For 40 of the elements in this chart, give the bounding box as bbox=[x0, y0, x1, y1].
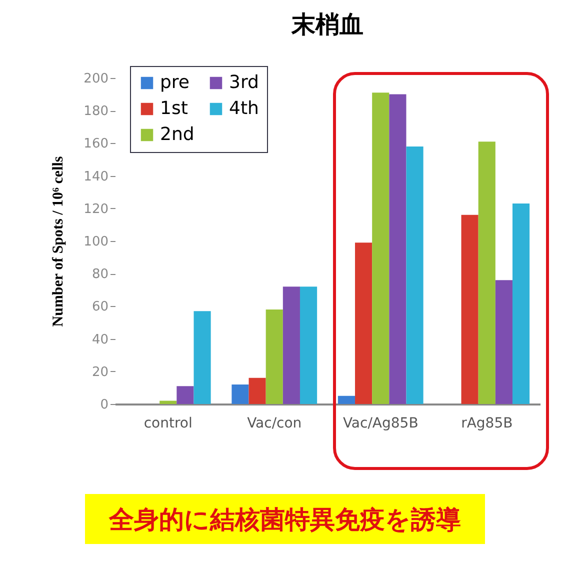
bar bbox=[406, 146, 424, 404]
chart-title: 末梢血 bbox=[290, 10, 364, 38]
legend-label: 3rd bbox=[229, 72, 259, 93]
x-tick-label: rAg85B bbox=[461, 416, 513, 432]
y-tick-label: 180 bbox=[84, 104, 108, 120]
bar bbox=[232, 384, 249, 404]
bar bbox=[389, 94, 406, 404]
bar bbox=[266, 309, 283, 404]
x-tick-label: control bbox=[144, 416, 192, 432]
y-tick-label: 140 bbox=[84, 169, 108, 184]
bar bbox=[300, 286, 318, 404]
bar bbox=[478, 142, 496, 404]
bar bbox=[512, 204, 530, 404]
x-tick-label: Vac/con bbox=[247, 416, 302, 432]
bar bbox=[495, 280, 512, 404]
bar bbox=[176, 386, 194, 404]
bar bbox=[372, 92, 390, 404]
legend-label: 1st bbox=[160, 98, 188, 119]
bar bbox=[160, 400, 177, 404]
y-tick-label: 80 bbox=[92, 267, 108, 282]
bar bbox=[461, 214, 478, 404]
legend-label: 2nd bbox=[160, 124, 194, 145]
y-axis-title: Number of Spots / 10⁶ cells bbox=[50, 156, 67, 327]
bar bbox=[194, 311, 211, 404]
y-tick-label: 100 bbox=[84, 234, 108, 250]
y-tick-label: 40 bbox=[92, 332, 108, 348]
legend-label: pre bbox=[160, 72, 190, 93]
y-tick-label: 120 bbox=[84, 202, 108, 217]
bar bbox=[338, 396, 356, 404]
text: 全身的に結核菌特異免疫を誘導 bbox=[85, 494, 485, 544]
y-tick-label: 200 bbox=[84, 72, 108, 86]
y-tick-label: 160 bbox=[84, 136, 108, 152]
x-tick-label: Vac/Ag85B bbox=[342, 416, 418, 432]
y-tick-label: 0 bbox=[100, 398, 108, 412]
bar bbox=[355, 242, 372, 404]
bar bbox=[248, 378, 266, 404]
legend-label: 4th bbox=[229, 98, 259, 119]
y-tick-label: 60 bbox=[92, 300, 108, 315]
bar bbox=[282, 286, 300, 404]
y-tick-label: 20 bbox=[92, 364, 108, 380]
